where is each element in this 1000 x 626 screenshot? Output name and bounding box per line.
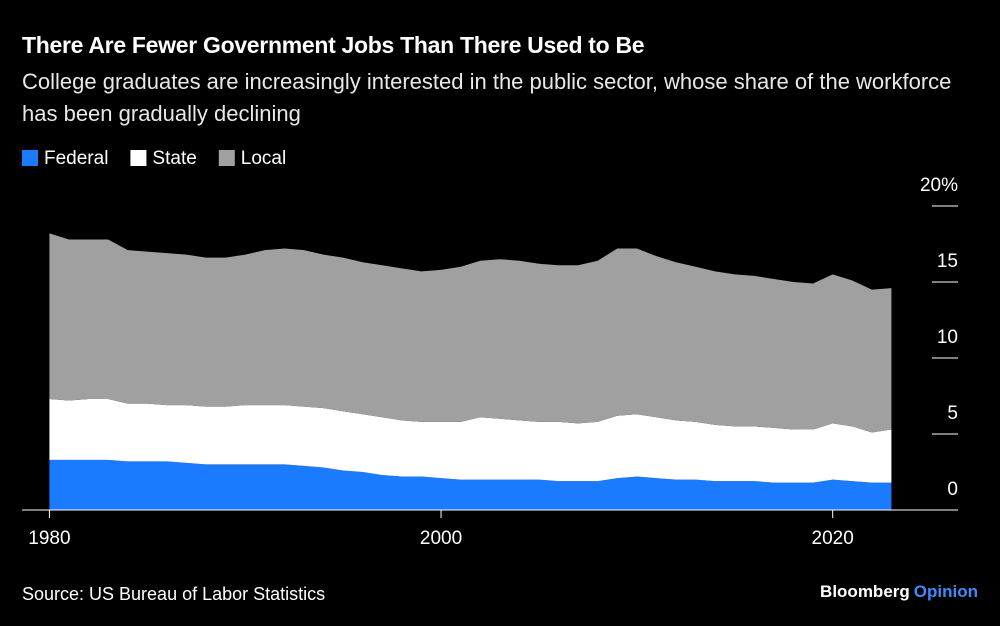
y-tick-label: 0 [947, 479, 958, 500]
area [49, 399, 892, 483]
x-tick-label: 2020 [812, 528, 854, 549]
legend-swatch [22, 150, 38, 166]
y-tick-label: 5 [947, 403, 958, 424]
credit-brand: Bloomberg [820, 582, 910, 601]
credit: Bloomberg Opinion [820, 582, 978, 601]
credit-product: Opinion [914, 582, 978, 601]
y-tick-label: 10 [937, 327, 958, 348]
legend-label: State [152, 148, 196, 169]
x-tick-label: 2000 [420, 528, 462, 549]
chart-title: There Are Fewer Government Jobs Than The… [22, 32, 645, 58]
area [49, 233, 892, 433]
legend-label: Local [241, 148, 286, 169]
chart-subtitle: College graduates are increasingly inter… [22, 69, 952, 126]
legend-swatch [218, 150, 235, 166]
area [49, 459, 892, 510]
x-tick-label: 1980 [28, 528, 70, 549]
legend-swatch [130, 150, 147, 166]
y-tick-label: 20% [920, 175, 958, 196]
source: Source: US Bureau of Labor Statistics [22, 584, 325, 604]
legend-label: Federal [44, 148, 108, 169]
y-tick-label: 15 [937, 251, 958, 272]
